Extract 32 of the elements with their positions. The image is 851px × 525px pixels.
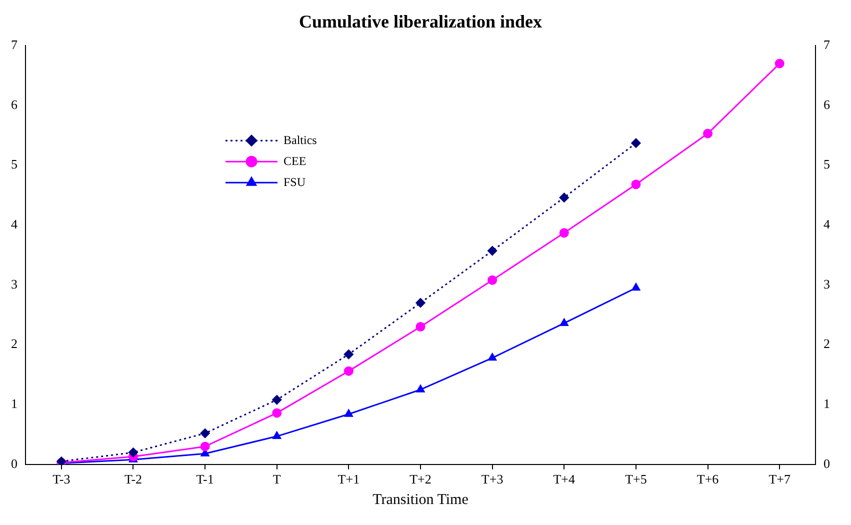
x-axis-title: Transition Time — [372, 492, 469, 508]
x-tick-label: T+3 — [481, 472, 504, 487]
x-tick-label: T+4 — [553, 472, 576, 487]
y-tick-label: 3 — [11, 276, 18, 292]
legend-label: CEE — [284, 154, 306, 168]
x-tick-label: T-3 — [52, 472, 70, 487]
y2-tick-label: 7 — [824, 37, 830, 52]
y-tick-label: 2 — [11, 336, 18, 352]
x-tick-label: T-1 — [196, 472, 214, 487]
y-tick-label: 5 — [11, 156, 18, 172]
x-tick-label: T+1 — [338, 472, 360, 487]
y2-tick-label: 1 — [824, 396, 830, 411]
y2-tick-label: 3 — [824, 276, 830, 292]
legend-label: FSU — [284, 174, 306, 189]
y-tick-label: 6 — [11, 96, 18, 112]
y-tick-label: 7 — [11, 37, 18, 52]
y2-tick-label: 6 — [824, 96, 830, 112]
x-tick-label: T-2 — [124, 472, 142, 487]
y2-tick-label: 2 — [824, 336, 830, 352]
y-tick-label: 4 — [11, 216, 18, 232]
chart-title: Cumulative liberalization index — [299, 11, 542, 32]
x-tick-label: T+2 — [410, 472, 432, 487]
y2-tick-label: 5 — [824, 156, 830, 172]
x-tick-label: T — [272, 472, 281, 487]
x-tick-label: T+6 — [696, 472, 720, 487]
y-tick-label: 1 — [11, 396, 18, 411]
legend-label: Baltics — [284, 132, 318, 147]
x-tick-label: T+7 — [768, 472, 791, 487]
y2-tick-label: 0 — [824, 456, 830, 471]
y-tick-label: 0 — [11, 456, 18, 471]
x-tick-label: T+5 — [625, 472, 647, 487]
y2-tick-label: 4 — [824, 216, 830, 232]
